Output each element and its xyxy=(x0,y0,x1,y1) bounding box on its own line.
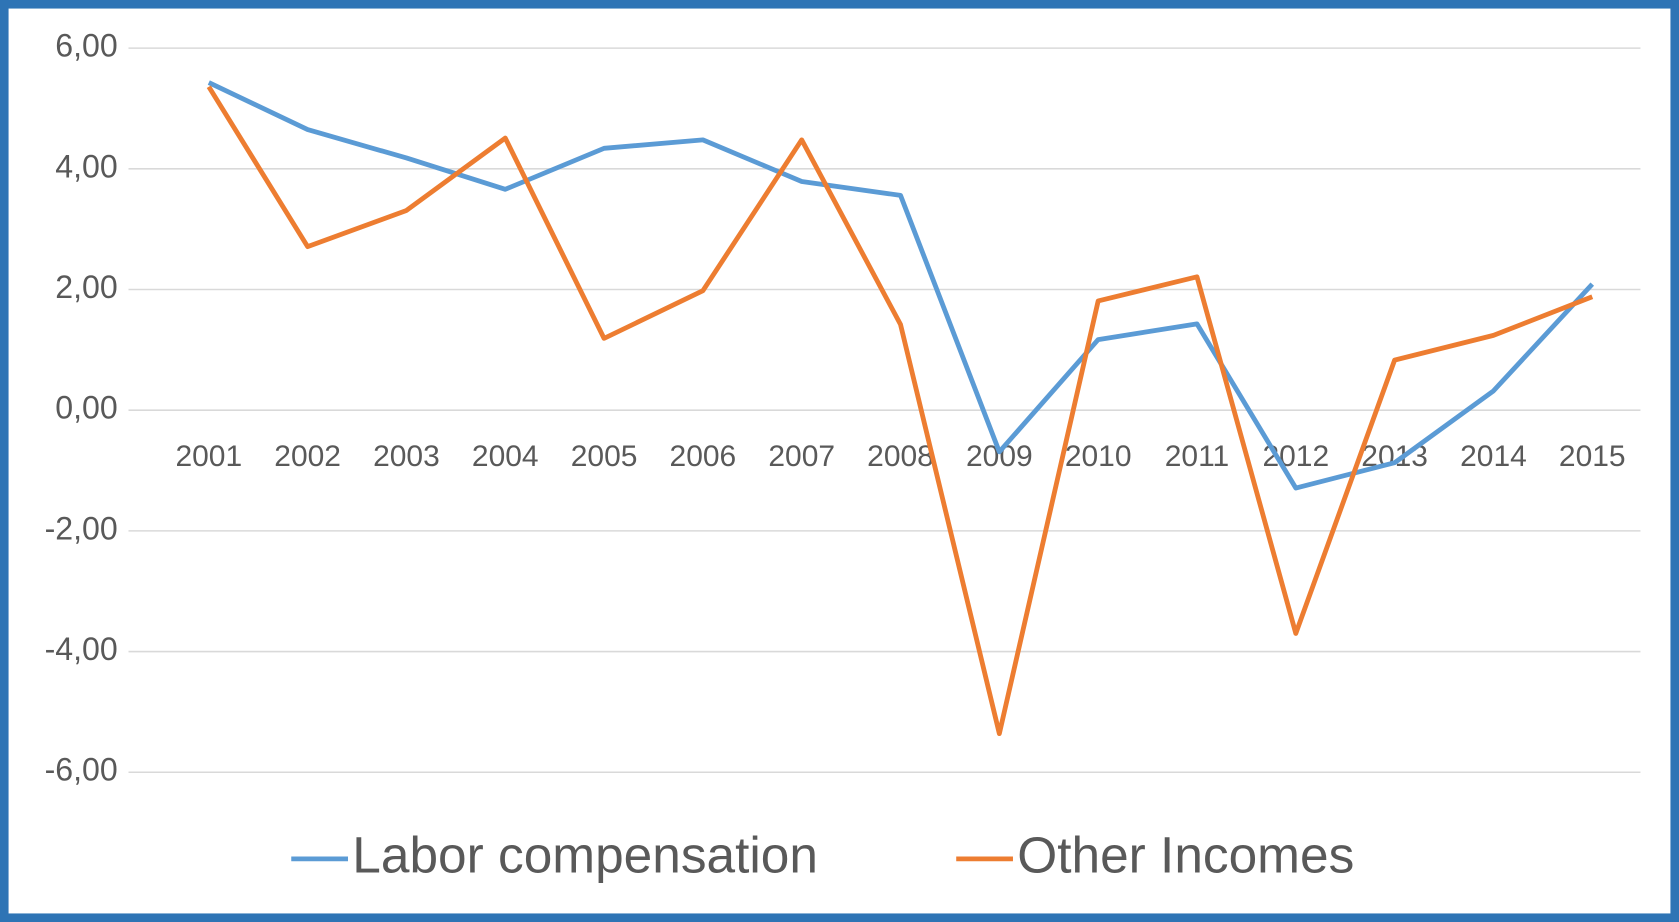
x-tick-label: 2002 xyxy=(274,440,341,473)
x-tick-label: 2006 xyxy=(670,440,737,473)
y-tick-label: -2,00 xyxy=(45,510,118,546)
y-tick-label: -6,00 xyxy=(45,752,118,788)
series-line xyxy=(206,85,1594,737)
x-tick-label: 2004 xyxy=(472,440,539,473)
y-tick-label: 6,00 xyxy=(55,28,118,64)
y-tick-label: -4,00 xyxy=(45,631,118,667)
legend-label: Labor compensation xyxy=(352,826,818,883)
x-tick-label: 2015 xyxy=(1559,440,1626,473)
x-tick-label: 2001 xyxy=(175,440,242,473)
x-tick-label: 2011 xyxy=(1165,440,1229,473)
legend-label: Other Incomes xyxy=(1017,826,1354,883)
x-tick-label: 2010 xyxy=(1065,440,1132,473)
y-tick-label: 0,00 xyxy=(55,390,118,426)
x-tick-label: 2007 xyxy=(768,440,835,473)
x-tick-label: 2008 xyxy=(867,440,934,473)
y-tick-label: 2,00 xyxy=(55,269,118,305)
x-tick-label: 2003 xyxy=(373,440,440,473)
y-tick-label: 4,00 xyxy=(55,148,118,184)
series-line xyxy=(207,80,1595,491)
x-tick-label: 2005 xyxy=(571,440,638,473)
x-tick-label: 2014 xyxy=(1460,440,1527,473)
x-tick-label: 2012 xyxy=(1262,440,1329,473)
